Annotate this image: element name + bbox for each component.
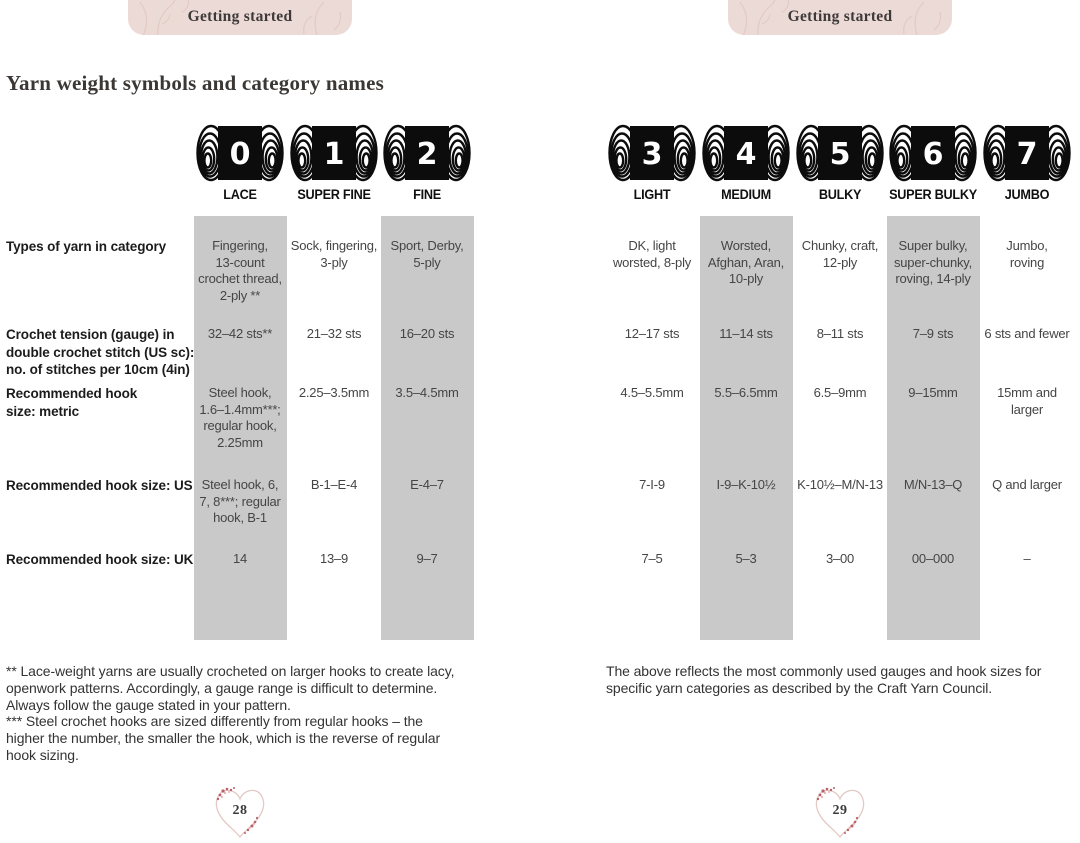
cell-hook-uk: 5–3 (735, 551, 757, 566)
cell-tension: 7–9 sts (912, 326, 954, 341)
page-number-ornament-right: 29 (810, 784, 870, 842)
yarn-weight-symbol-icon: 2 (383, 124, 471, 182)
category-column-light: 3 LIGHT DK, light worsted, 8-ply 12–17 s… (604, 0, 700, 843)
yarn-weight-symbol-icon: 4 (702, 124, 790, 182)
yarn-weight-number: 1 (324, 137, 345, 172)
row-label-hook-metric: Recommended hook size: metric (6, 386, 138, 419)
yarn-weight-symbol-icon: 5 (796, 124, 884, 182)
category-name: LIGHT (633, 187, 671, 202)
cell-hook-us: M/N-13–Q (903, 477, 963, 492)
yarn-weight-symbol-icon: 0 (196, 124, 284, 182)
cell-hook-uk: 7–5 (641, 551, 663, 566)
category-name: BULKY (818, 187, 862, 202)
cell-hook-metric: 5.5–6.5mm (714, 385, 778, 400)
row-label-tension: Crochet tension (gauge) in double croche… (6, 327, 195, 377)
category-column-jumbo: 7 JUMBO Jumbo, roving 6 sts and fewer 15… (979, 0, 1075, 843)
category-name: SUPER BULKY (889, 187, 977, 202)
category-column-super-fine: 1 SUPER FINE Sock, fingering, 3-ply 21–3… (286, 0, 382, 843)
yarn-weight-number: 0 (230, 137, 251, 172)
column-shading (886, 216, 980, 640)
cell-types: Chunky, craft, 12-ply (801, 238, 879, 270)
row-label-types: Types of yarn in category (6, 239, 167, 254)
cell-hook-uk: 00–000 (911, 551, 955, 566)
category-column-lace: 0 LACE Fingering, 13-count crochet threa… (192, 0, 288, 843)
row-label-hook-uk: Recommended hook size: UK (6, 552, 194, 567)
cell-types: Jumbo, roving (1006, 238, 1048, 270)
category-name: SUPER FINE (297, 187, 371, 202)
category-name: FINE (413, 187, 441, 202)
yarn-weight-number: 4 (736, 137, 757, 172)
category-column-bulky: 5 BULKY Chunky, craft, 12-ply 8–11 sts 6… (792, 0, 888, 843)
floral-pattern (139, 0, 341, 35)
cell-hook-us: K-10½–M/N-13 (797, 477, 883, 492)
column-shading (380, 216, 474, 640)
cell-types: Sport, Derby, 5-ply (390, 238, 464, 270)
cell-tension: 11–14 sts (719, 326, 773, 341)
page-title: Yarn weight symbols and category names (6, 71, 385, 95)
cell-types: Sock, fingering, 3-ply (290, 238, 378, 270)
cell-hook-us: I-9–K-10½ (716, 477, 776, 492)
cell-hook-metric: Steel hook, 1.6–1.4mm***; regular hook, … (199, 385, 281, 450)
column-shading (193, 216, 287, 640)
heart-wreath-icon (215, 787, 265, 839)
chapter-title: Getting started (787, 8, 893, 25)
yarn-weight-number: 7 (1017, 137, 1038, 172)
cell-types: Fingering, 13-count crochet thread, 2-pl… (198, 238, 282, 303)
cell-hook-metric: 6.5–9mm (813, 385, 867, 400)
cell-hook-us: Steel hook, 6, 7, 8***; regular hook, B-… (199, 477, 281, 525)
floral-pattern (739, 0, 941, 35)
category-column-super-bulky: 6 SUPER BULKY Super bulky, super-chunky,… (885, 0, 981, 843)
cell-tension: 21–32 sts (306, 326, 362, 341)
chapter-title: Getting started (187, 8, 293, 25)
category-column-fine: 2 FINE Sport, Derby, 5-ply 16–20 sts 3.5… (379, 0, 475, 843)
yarn-weight-symbol-icon: 7 (983, 124, 1071, 182)
chapter-tab-left: Getting started (128, 0, 352, 35)
cell-tension: 12–17 sts (624, 326, 680, 341)
category-name: JUMBO (1004, 187, 1050, 202)
cell-hook-uk: 9–7 (416, 551, 438, 566)
yarn-weight-symbol-icon: 1 (290, 124, 378, 182)
column-shading (699, 216, 793, 640)
cell-tension: 8–11 sts (816, 326, 864, 341)
cell-hook-metric: 9–15mm (908, 385, 958, 400)
yarn-weight-number: 3 (642, 137, 663, 172)
cell-hook-uk: 3–00 (825, 551, 855, 566)
cell-types: Worsted, Afghan, Aran, 10-ply (707, 238, 785, 286)
heart-wreath-icon (815, 787, 865, 839)
cell-hook-uk: 13–9 (319, 551, 349, 566)
row-label-hook-us: Recommended hook size: US (6, 478, 193, 493)
yarn-weight-number: 5 (830, 137, 851, 172)
cell-hook-metric: 15mm and larger (997, 385, 1057, 417)
yarn-weight-symbol-icon: 3 (608, 124, 696, 182)
yarn-weight-number: 6 (923, 137, 944, 172)
cell-tension: 32–42 sts** (207, 326, 273, 341)
cell-hook-us: E-4–7 (410, 477, 444, 492)
cell-hook-us: 7-I-9 (639, 477, 665, 492)
category-name: LACE (223, 187, 257, 202)
page-number-ornament-left: 28 (210, 784, 270, 842)
cell-hook-metric: 4.5–5.5mm (620, 385, 684, 400)
page-number: 29 (832, 803, 848, 818)
page-number: 28 (232, 803, 248, 818)
category-name: MEDIUM (721, 187, 771, 202)
footnote-left: ** Lace-weight yarns are usually crochet… (6, 663, 455, 763)
chapter-tab-right: Getting started (728, 0, 952, 35)
cell-tension: 16–20 sts (399, 326, 455, 341)
cell-hook-metric: 3.5–4.5mm (395, 385, 459, 400)
cell-hook-uk: 14 (232, 551, 248, 566)
yarn-weight-symbol-icon: 6 (889, 124, 977, 182)
cell-hook-us: B-1–E-4 (310, 477, 358, 492)
yarn-weight-number: 2 (417, 137, 438, 172)
cell-tension: 6 sts and fewer (984, 326, 1070, 341)
category-column-medium: 4 MEDIUM Worsted, Afghan, Aran, 10-ply 1… (698, 0, 794, 843)
cell-types: DK, light worsted, 8-ply (612, 238, 692, 270)
footnote-right: The above reflects the most commonly use… (606, 663, 1042, 696)
cell-hook-uk: – (1023, 551, 1031, 566)
cell-hook-metric: 2.25–3.5mm (298, 385, 370, 400)
cell-hook-us: Q and larger (992, 477, 1062, 492)
cell-types: Super bulky, super-chunky, roving, 14-pl… (893, 238, 973, 286)
